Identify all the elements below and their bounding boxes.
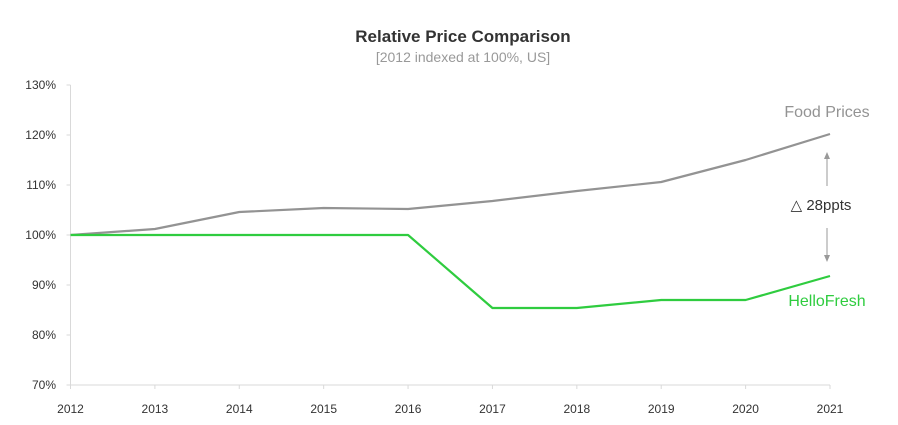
chart-title: Relative Price Comparison	[355, 27, 571, 46]
x-tick-label: 2013	[142, 402, 169, 416]
x-tick-label: 2016	[395, 402, 422, 416]
x-tick-label: 2015	[310, 402, 337, 416]
x-tick-label: 2012	[57, 402, 84, 416]
x-tick-label: 2021	[817, 402, 844, 416]
x-tick-label: 2020	[732, 402, 759, 416]
x-tick-label: 2014	[226, 402, 253, 416]
arrowhead-up-icon	[824, 152, 830, 159]
y-tick-label: 120%	[25, 128, 56, 142]
arrowhead-down-icon	[824, 255, 830, 262]
x-tick-label: 2019	[648, 402, 675, 416]
x-tick-label: 2018	[563, 402, 590, 416]
y-tick-label: 80%	[32, 328, 56, 342]
gap-annotation: △ 28ppts	[791, 197, 852, 214]
y-tick-label: 70%	[32, 378, 56, 392]
y-tick-label: 130%	[25, 78, 56, 92]
x-tick-label: 2017	[479, 402, 506, 416]
series-label-food-prices: Food Prices	[784, 104, 869, 121]
y-tick-label: 110%	[26, 178, 56, 192]
series-line-food-prices	[70, 132, 831, 237]
series-line-hellofresh	[70, 233, 831, 310]
chart-subtitle: [2012 indexed at 100%, US]	[375, 49, 551, 65]
y-tick-label: 100%	[25, 228, 56, 242]
series-label-hellofresh: HelloFresh	[788, 293, 865, 310]
y-tick-label: 90%	[32, 278, 56, 292]
